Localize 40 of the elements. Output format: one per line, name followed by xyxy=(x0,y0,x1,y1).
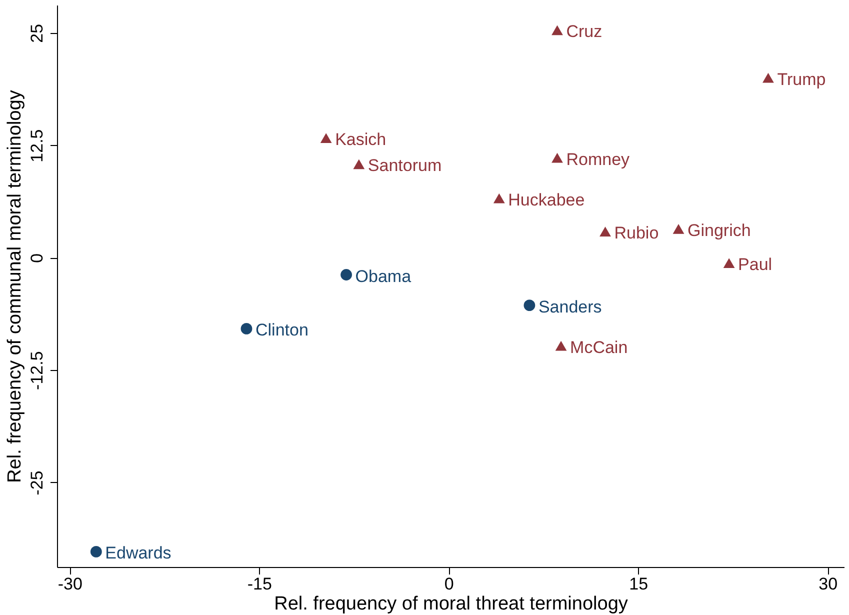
point xyxy=(524,300,536,312)
x-tick-label: 15 xyxy=(629,574,648,594)
point xyxy=(340,269,352,280)
point xyxy=(353,159,365,170)
point xyxy=(762,72,774,83)
x-tick-label: -15 xyxy=(247,574,272,594)
annotation: Gingrich xyxy=(688,220,751,240)
point xyxy=(552,25,563,36)
x-axis-title: Rel. frequency of moral threat terminology xyxy=(274,594,628,614)
annotation: Sanders xyxy=(538,297,602,316)
point xyxy=(240,323,252,334)
annotation: Kasich xyxy=(335,130,386,150)
y-axis-title: Rel. frequency of communal moral terminology xyxy=(4,90,26,483)
point xyxy=(320,133,332,144)
annotation: Santorum xyxy=(368,156,442,176)
y-tick-label: 25 xyxy=(28,24,46,43)
point xyxy=(493,193,505,204)
y-tick-label: -25 xyxy=(28,470,46,496)
point xyxy=(723,258,735,268)
point xyxy=(552,152,563,163)
annotation: Clinton xyxy=(255,320,308,340)
point xyxy=(672,224,684,234)
point xyxy=(555,340,567,351)
point xyxy=(600,226,611,237)
point xyxy=(90,546,102,558)
annotation: Trump xyxy=(777,70,826,89)
annotation: Paul xyxy=(738,255,772,274)
x-tick-label: 0 xyxy=(444,574,454,594)
y-tick-label: 12.5 xyxy=(28,129,46,162)
y-tick-label: 0 xyxy=(28,253,46,263)
x-tick-label: 30 xyxy=(818,574,838,594)
x-tick-label: -30 xyxy=(58,574,82,594)
annotation: Edwards xyxy=(105,544,172,563)
y-tick-label: -12.5 xyxy=(28,351,46,390)
annotation: Romney xyxy=(566,150,630,169)
annotation: Cruz xyxy=(566,22,602,42)
annotation: McCain xyxy=(570,338,628,357)
annotation: Obama xyxy=(355,266,412,286)
annotation: Huckabee xyxy=(508,190,585,210)
annotation: Rubio xyxy=(614,224,659,243)
